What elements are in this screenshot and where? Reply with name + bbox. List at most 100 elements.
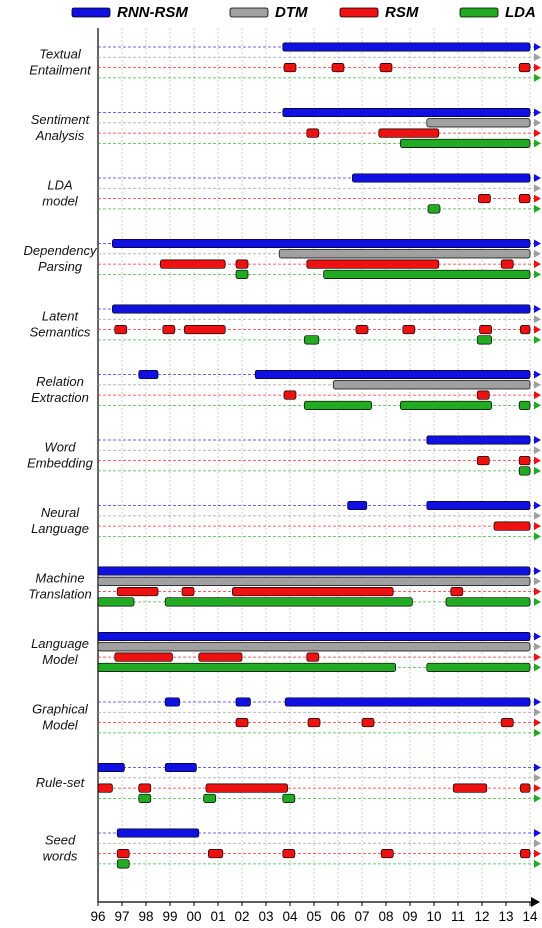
category-label: Word (44, 439, 76, 454)
x-tick-labels: 96 97 98 99 00 01 02 03 04 05 06 07 08 09 10 11 12 13 14 (90, 909, 538, 924)
series-arrow-rsm (534, 194, 541, 203)
group-lda-model (98, 173, 541, 214)
x-tick-label: 96 (90, 909, 105, 924)
bar-dtm (426, 118, 531, 128)
category-label: Sentiment (31, 112, 91, 127)
bar-rsm (493, 521, 531, 531)
series-arrow-dtm (534, 642, 541, 651)
bar-lda (97, 597, 135, 607)
bar-rsm (138, 783, 152, 793)
group-relation-extraction (98, 369, 541, 410)
bar-rnn-rsm (116, 828, 200, 838)
bar-rsm (235, 259, 249, 269)
x-tick-label: 98 (138, 909, 153, 924)
bar-rnn-rsm (138, 369, 159, 380)
legend-swatch-dtm (229, 7, 269, 18)
bar-rsm (205, 783, 288, 793)
bar-rnn-rsm (352, 173, 531, 183)
series-arrow-rnn-rsm (534, 763, 541, 772)
series-arrow-dtm (534, 249, 541, 258)
bar-rsm (306, 652, 320, 662)
category-label: Seed (45, 832, 76, 847)
series-arrow-rnn-rsm (534, 567, 541, 575)
bar-lda (445, 597, 531, 607)
bar-lda (400, 400, 492, 410)
series-arrow-dtm (534, 380, 541, 389)
x-tick-label: 06 (330, 909, 345, 924)
x-axis-arrow (531, 897, 540, 907)
x-tick-label: 11 (451, 909, 465, 924)
series-arrow-rsm (534, 260, 541, 269)
group-textual-entailment (98, 42, 541, 82)
series-arrow-dtm (534, 118, 541, 127)
bar-lda (304, 400, 372, 410)
bar-rsm (476, 390, 490, 400)
x-tick-label: 09 (402, 909, 417, 924)
bar-rsm (162, 325, 176, 335)
series-arrow-lda (534, 466, 541, 475)
bar-rsm (476, 456, 490, 466)
x-tick-label: 08 (378, 909, 393, 924)
bar-lda (427, 204, 441, 214)
category-label: Relation (36, 374, 84, 389)
series-arrow-rsm (534, 849, 541, 858)
bar-rnn-rsm (254, 369, 531, 380)
bar-lda (97, 662, 396, 672)
series-arrow-lda (534, 728, 541, 737)
bar-rsm (479, 325, 492, 335)
x-tick-label: 05 (306, 909, 321, 924)
series-arrow-lda (534, 204, 541, 213)
bar-rsm (378, 128, 440, 138)
bar-rnn-rsm (282, 107, 531, 118)
bar-rsm (184, 325, 226, 335)
legend-swatch-rsm (339, 7, 379, 18)
bar-lda (116, 859, 130, 869)
bar-lda (203, 793, 216, 803)
category-label: Neural (41, 505, 80, 520)
bar-dtm (278, 249, 531, 259)
bar-rsm (478, 194, 491, 204)
category-label: Dependency (24, 243, 98, 258)
bar-rsm (283, 390, 297, 400)
series-arrow-dtm (534, 184, 541, 193)
x-tick-label: 00 (186, 909, 201, 924)
bar-rsm (306, 259, 440, 269)
bar-rsm (520, 849, 531, 859)
series-arrow-dtm (534, 839, 541, 848)
category-label: LDA (47, 177, 72, 192)
series-arrow-rnn-rsm (534, 239, 541, 248)
series-arrow-rnn-rsm (534, 698, 541, 706)
x-tick-label: 97 (114, 909, 129, 924)
x-tick-label: 13 (498, 909, 513, 924)
series-arrow-rsm (534, 587, 541, 596)
category-label: words (43, 848, 78, 863)
bar-rsm (452, 783, 488, 793)
bar-rnn-rsm (97, 566, 531, 576)
group-neural-language (98, 500, 541, 541)
bar-rnn-rsm (347, 500, 368, 511)
bar-rsm (97, 783, 113, 793)
bar-rsm (160, 259, 226, 269)
bar-rnn-rsm (97, 631, 531, 642)
bar-rnn-rsm (164, 762, 197, 773)
series-arrow-rnn-rsm (534, 436, 541, 444)
bar-rsm (520, 783, 531, 793)
series-arrow-rsm (534, 456, 541, 465)
bar-rsm (283, 63, 297, 73)
bar-rsm (518, 456, 531, 466)
series-arrow-lda (534, 532, 541, 541)
bar-lda (518, 466, 531, 476)
x-tick-label: 12 (474, 909, 489, 924)
series-arrow-rnn-rsm (534, 108, 541, 117)
x-tick-label: 14 (522, 909, 538, 924)
bar-rnn-rsm (112, 304, 531, 314)
series-arrow-dtm (534, 577, 541, 586)
series-arrow-lda (534, 663, 541, 672)
bar-rnn-rsm (164, 697, 180, 707)
category-label: Semantics (30, 324, 91, 339)
bar-lda (138, 793, 152, 803)
series-arrow-rsm (534, 522, 541, 531)
legend-swatch-rnn-rsm (71, 7, 111, 18)
category-label: Model (42, 652, 79, 667)
category-label: Analysis (35, 128, 85, 143)
